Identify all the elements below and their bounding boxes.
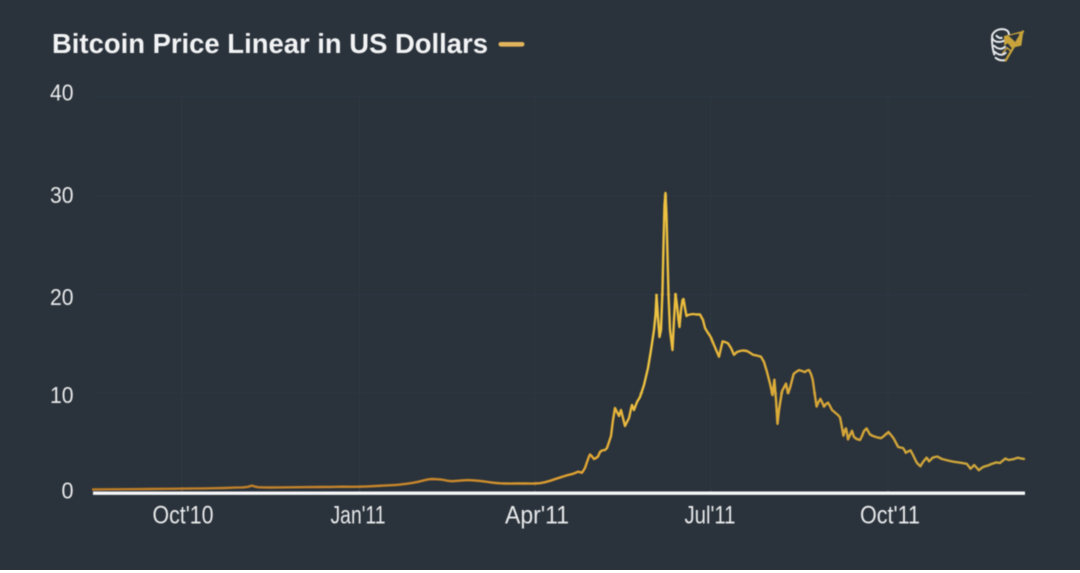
svg-text:Bitcoin Price Linear in US Dol: Bitcoin Price Linear in US Dollars bbox=[52, 28, 488, 59]
svg-text:Oct'11: Oct'11 bbox=[860, 502, 920, 530]
svg-text:Jul'11: Jul'11 bbox=[685, 502, 736, 530]
svg-text:10: 10 bbox=[50, 382, 74, 408]
svg-text:40: 40 bbox=[50, 80, 74, 106]
svg-text:Apr'11: Apr'11 bbox=[505, 502, 569, 530]
svg-text:20: 20 bbox=[50, 284, 74, 310]
svg-text:Oct'10: Oct'10 bbox=[153, 502, 214, 530]
svg-text:0: 0 bbox=[62, 477, 74, 503]
svg-text:Jan'11: Jan'11 bbox=[331, 502, 386, 530]
svg-text:30: 30 bbox=[50, 182, 74, 208]
